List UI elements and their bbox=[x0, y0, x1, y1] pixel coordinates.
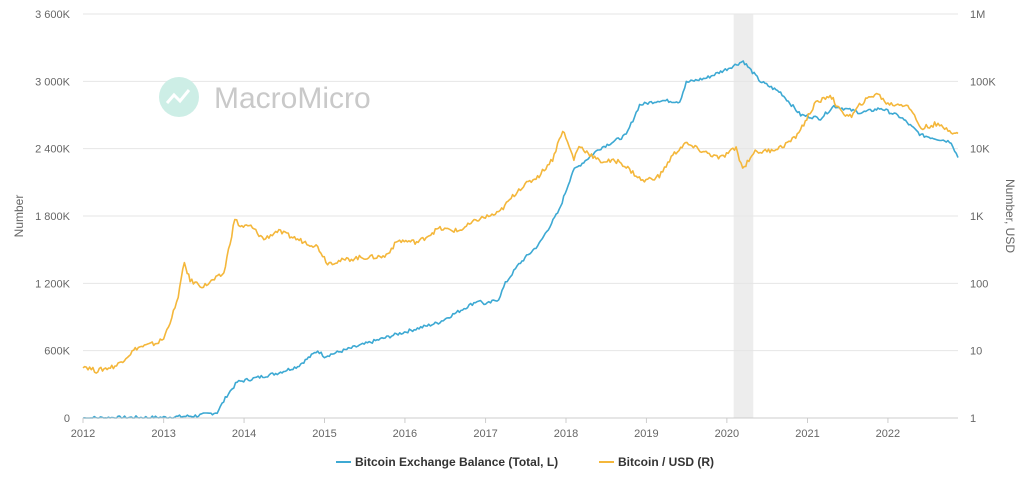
right-tick-label: 10 bbox=[970, 346, 982, 358]
legend: Bitcoin Exchange Balance (Total, L) Bitco… bbox=[336, 455, 714, 469]
right-tick-label: 1M bbox=[970, 9, 985, 21]
shaded-band bbox=[733, 14, 754, 418]
left-tick-label: 600K bbox=[44, 346, 70, 358]
left-axis-title: Number bbox=[12, 195, 26, 238]
legend-label-1: Bitcoin / USD (R) bbox=[618, 455, 714, 469]
x-tick-label: 2013 bbox=[151, 428, 175, 440]
x-tick-label: 2014 bbox=[232, 428, 256, 440]
x-tick-label: 2012 bbox=[71, 428, 95, 440]
right-axis-ticks: 1 10 100 1K 10K 100K 1M bbox=[970, 9, 996, 425]
right-tick-label: 1K bbox=[970, 211, 984, 223]
shaded-band-rect bbox=[733, 14, 754, 418]
legend-label-0: Bitcoin Exchange Balance (Total, L) bbox=[355, 455, 558, 469]
x-tick-label: 2018 bbox=[554, 428, 578, 440]
x-tick-label: 2019 bbox=[634, 428, 658, 440]
left-tick-label: 0 bbox=[64, 413, 70, 425]
gridlines bbox=[83, 13, 958, 352]
watermark-text: MacroMicro bbox=[214, 82, 371, 115]
right-tick-label: 10K bbox=[970, 144, 990, 156]
x-tick-label: 2022 bbox=[876, 428, 900, 440]
right-tick-label: 100 bbox=[970, 278, 988, 290]
left-tick-label: 3 000K bbox=[35, 76, 71, 88]
x-tick-label: 2020 bbox=[715, 428, 739, 440]
right-tick-label: 1 bbox=[970, 413, 976, 425]
series-line-1 bbox=[82, 92, 959, 374]
left-tick-label: 2 400K bbox=[35, 144, 71, 156]
left-tick-label: 1 800K bbox=[35, 211, 71, 223]
x-tick-label: 2017 bbox=[473, 428, 497, 440]
left-tick-label: 3 600K bbox=[35, 9, 71, 21]
x-tick-label: 2016 bbox=[393, 428, 417, 440]
x-axis-ticks: 2012 2013 2014 2015 2016 2017 2018 2019 2020 2021… bbox=[71, 418, 900, 440]
series-lines bbox=[82, 60, 959, 419]
right-axis-title: Number, USD bbox=[1003, 179, 1017, 253]
right-tick-label: 100K bbox=[970, 76, 996, 88]
left-tick-label: 1 200K bbox=[35, 278, 71, 290]
x-tick-label: 2021 bbox=[795, 428, 819, 440]
series-line-0 bbox=[82, 60, 959, 419]
watermark-logo-line bbox=[165, 89, 191, 104]
watermark: MacroMicro bbox=[159, 77, 371, 117]
watermark-logo-icon bbox=[159, 77, 199, 117]
left-axis-ticks: 0 600K 1 200K 1 800K 2 400K 3 000K 3 600K bbox=[35, 9, 71, 425]
x-tick-label: 2015 bbox=[312, 428, 336, 440]
